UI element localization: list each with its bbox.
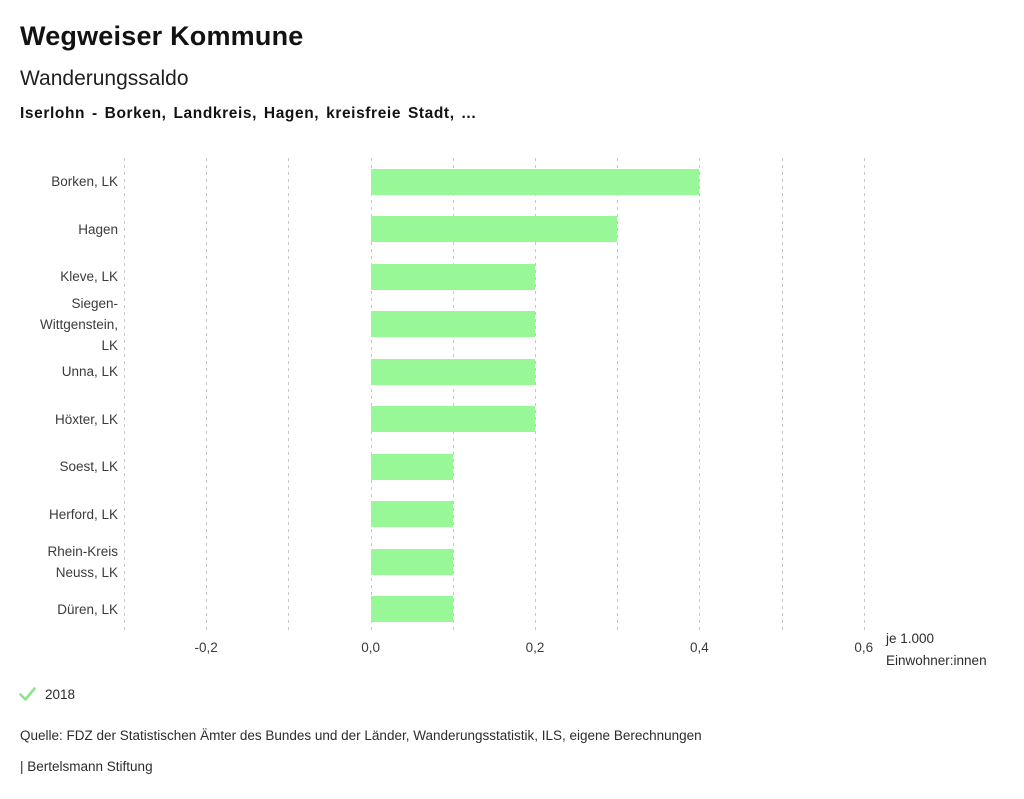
category-label: Rhein-Kreis Neuss, LK: [0, 538, 118, 586]
bar-row: [124, 586, 872, 634]
x-axis: -0,2 0,0 0,2 0,4 0,6: [124, 640, 874, 660]
category-label: Herford, LK: [0, 491, 118, 539]
category-label-line: Soest, LK: [59, 459, 118, 475]
bar[interactable]: [370, 311, 535, 337]
bar-row: [124, 491, 872, 539]
bar[interactable]: [370, 216, 618, 242]
x-tick-label: 0,2: [525, 640, 545, 655]
category-label-line: LK: [101, 337, 118, 353]
bar-row: [124, 206, 872, 254]
branding-text: | Bertelsmann Stiftung: [20, 759, 153, 774]
category-label: Soest, LK: [0, 443, 118, 491]
category-labels: Borken, LK Hagen Kleve, LK Siegen- Wittgenst…: [0, 158, 124, 660]
page-title: Wegweiser Kommune: [20, 21, 304, 51]
category-label-line: Borken, LK: [51, 174, 118, 190]
bar-row: [124, 443, 872, 491]
category-label-line: Düren, LK: [57, 601, 118, 617]
bar[interactable]: [370, 453, 453, 480]
source-text: Quelle: FDZ der Statistischen Ämter des …: [20, 728, 702, 743]
bar-row: [124, 301, 872, 349]
x-tick-label: -0,2: [194, 640, 218, 655]
category-label-line: Hagen: [78, 221, 118, 237]
bar[interactable]: [370, 168, 700, 195]
category-label-line: Wittgenstein,: [39, 316, 118, 332]
bar[interactable]: [370, 406, 535, 432]
category-label-line: Kleve, LK: [60, 269, 118, 285]
bar-row: [124, 348, 872, 396]
bar[interactable]: [370, 263, 535, 290]
legend-item-2018[interactable]: 2018: [19, 686, 75, 702]
axis-unit-line-2: Einwohner:innen: [886, 652, 987, 668]
category-label: Borken, LK: [0, 158, 118, 206]
x-tick-label: 0,4: [689, 640, 709, 655]
bar[interactable]: [370, 548, 453, 575]
axis-unit-label: je 1.000 Einwohner:innen: [886, 628, 987, 671]
gridline: [206, 158, 208, 633]
gridline: [370, 158, 372, 633]
plot-wrap: -0,2 0,0 0,2 0,4 0,6 je 1.000 Einwohner:inne…: [124, 158, 987, 668]
axis-unit-line-1: je 1.000: [886, 631, 935, 646]
gridline: [699, 158, 701, 633]
x-tick-label: 0,0: [361, 640, 380, 655]
bar-row: [124, 253, 872, 301]
category-label: Unna, LK: [0, 348, 118, 396]
category-label-line: Herford, LK: [48, 506, 118, 522]
plot-area: [124, 158, 872, 633]
category-label-line: Unna, LK: [61, 364, 118, 380]
legend-label: 2018: [45, 686, 76, 702]
x-tick-label: 0,6: [854, 640, 874, 655]
bar[interactable]: [370, 358, 535, 385]
gridline: [288, 158, 290, 633]
category-label-line: Siegen-: [71, 295, 118, 311]
category-label-line: Höxter, LK: [54, 411, 118, 427]
gridline: [863, 158, 865, 633]
category-label: Höxter, LK: [0, 396, 118, 444]
bar-row: [124, 158, 872, 206]
bar[interactable]: [370, 501, 453, 527]
gridline: [534, 158, 536, 633]
bar-row: [124, 396, 872, 444]
gridline: [452, 158, 454, 633]
bar[interactable]: [370, 596, 453, 622]
category-label: Düren, LK: [0, 586, 118, 634]
gridline: [617, 158, 619, 633]
category-label-line: Neuss, LK: [55, 564, 118, 580]
category-label: Siegen- Wittgenstein, LK: [0, 296, 118, 353]
gridline: [124, 158, 125, 633]
check-icon: [19, 686, 36, 702]
category-label-line: Rhein-Kreis: [47, 543, 118, 559]
chart-subtitle: Wanderungssaldo: [20, 67, 189, 90]
gridline: [781, 158, 783, 633]
category-label: Kleve, LK: [0, 253, 118, 301]
bar-chart: Borken, LK Hagen Kleve, LK Siegen- Wittgenst…: [0, 158, 987, 668]
chart-legend: 2018: [19, 686, 75, 702]
chart-selection-breadcrumb: Iserlohn - Borken, Landkreis, Hagen, kre…: [20, 105, 477, 122]
bar-row: [124, 538, 872, 586]
category-label: Hagen: [0, 206, 118, 254]
